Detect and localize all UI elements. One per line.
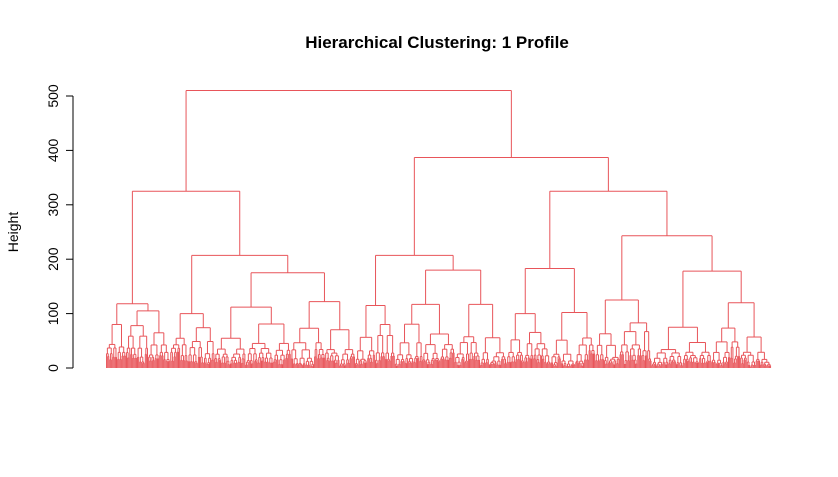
y-tick-label: 0 — [45, 364, 61, 372]
y-tick-label: 100 — [45, 302, 61, 326]
y-axis-label: Height — [5, 212, 21, 253]
y-tick-label: 400 — [45, 139, 61, 163]
y-axis: 0 100 200 300 400 500 — [45, 84, 74, 372]
y-tick-label: 500 — [45, 84, 61, 108]
dendrogram-branches — [106, 90, 772, 368]
y-tick-label: 300 — [45, 193, 61, 217]
y-tick-label: 200 — [45, 247, 61, 271]
chart-title: Hierarchical Clustering: 1 Profile — [305, 33, 569, 52]
